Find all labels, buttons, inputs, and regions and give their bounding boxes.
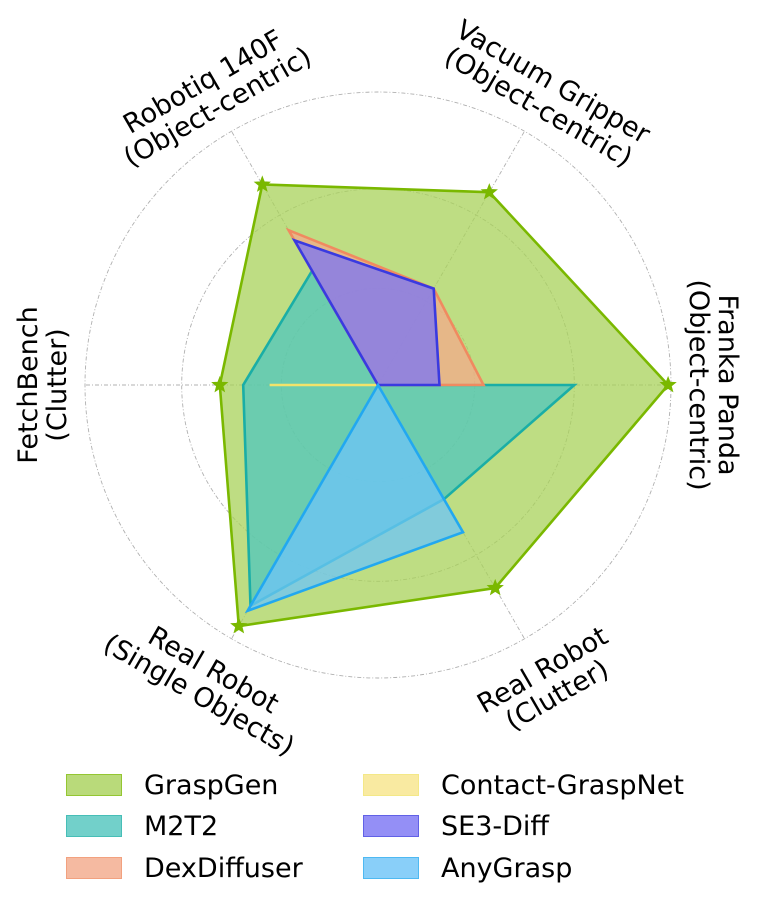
- axis-label-1: Franka Panda(Object-centric): [683, 279, 743, 490]
- legend-swatch: [66, 774, 122, 796]
- axis-label-2: Vacuum Gripper(Object-centric): [439, 14, 656, 173]
- legend-label: M2T2: [144, 810, 219, 842]
- axis-label-5: Real Robot(Single Objects): [98, 621, 299, 763]
- legend-label: DexDiffuser: [144, 852, 303, 884]
- legend-label: AnyGrasp: [441, 852, 573, 884]
- legend-item-contact-graspnet: Contact-GraspNet: [363, 765, 684, 805]
- data-point-graspgen-6: [486, 578, 504, 596]
- axis-label-4-line-2: (Clutter): [42, 328, 73, 441]
- data-point-graspgen-2: [480, 183, 498, 200]
- legend-item-anygrasp: AnyGrasp: [363, 848, 572, 888]
- series-area-se3-diff: [291, 238, 441, 387]
- radar-plot: Franka Panda(Object-centric) Vacuum Gripp…: [13, 14, 743, 763]
- legend-swatch: [363, 774, 419, 796]
- data-point-graspgen-3: [253, 175, 271, 192]
- legend-swatch: [363, 815, 419, 837]
- data-point-graspgen-1: [659, 375, 677, 393]
- legend-label: GraspGen: [144, 769, 279, 801]
- legend-swatch: [66, 857, 122, 879]
- legend-item-graspgen: GraspGen: [66, 765, 278, 805]
- axis-label-4-line-1: FetchBench: [13, 306, 44, 463]
- axis-label-3: Robotiq 140F(Object-centric): [118, 24, 317, 173]
- axis-label-6: Real Robot(Clutter): [472, 621, 614, 738]
- legend-item-se3-diff: SE3-Diff: [363, 806, 549, 846]
- axis-label-1-line-2: (Object-centric): [683, 279, 714, 490]
- data-point-graspgen-4: [211, 375, 229, 393]
- legend-label: SE3-Diff: [441, 810, 550, 842]
- legend-item-m2t2: M2T2: [66, 806, 218, 846]
- legend-label: Contact-GraspNet: [441, 769, 684, 801]
- legend-swatch: [66, 815, 122, 837]
- series-area-anygrasp: [244, 382, 465, 614]
- axis-label-4: FetchBench(Clutter): [13, 306, 73, 463]
- legend-swatch: [363, 857, 419, 879]
- legend: GraspGen M2T2 DexDiffuser Contact-GraspNet S…: [0, 762, 758, 892]
- data-point-graspgen-5: [230, 616, 248, 634]
- legend-item-dexdiffuser: DexDiffuser: [66, 848, 303, 888]
- axis-label-1-line-1: Franka Panda: [712, 294, 743, 475]
